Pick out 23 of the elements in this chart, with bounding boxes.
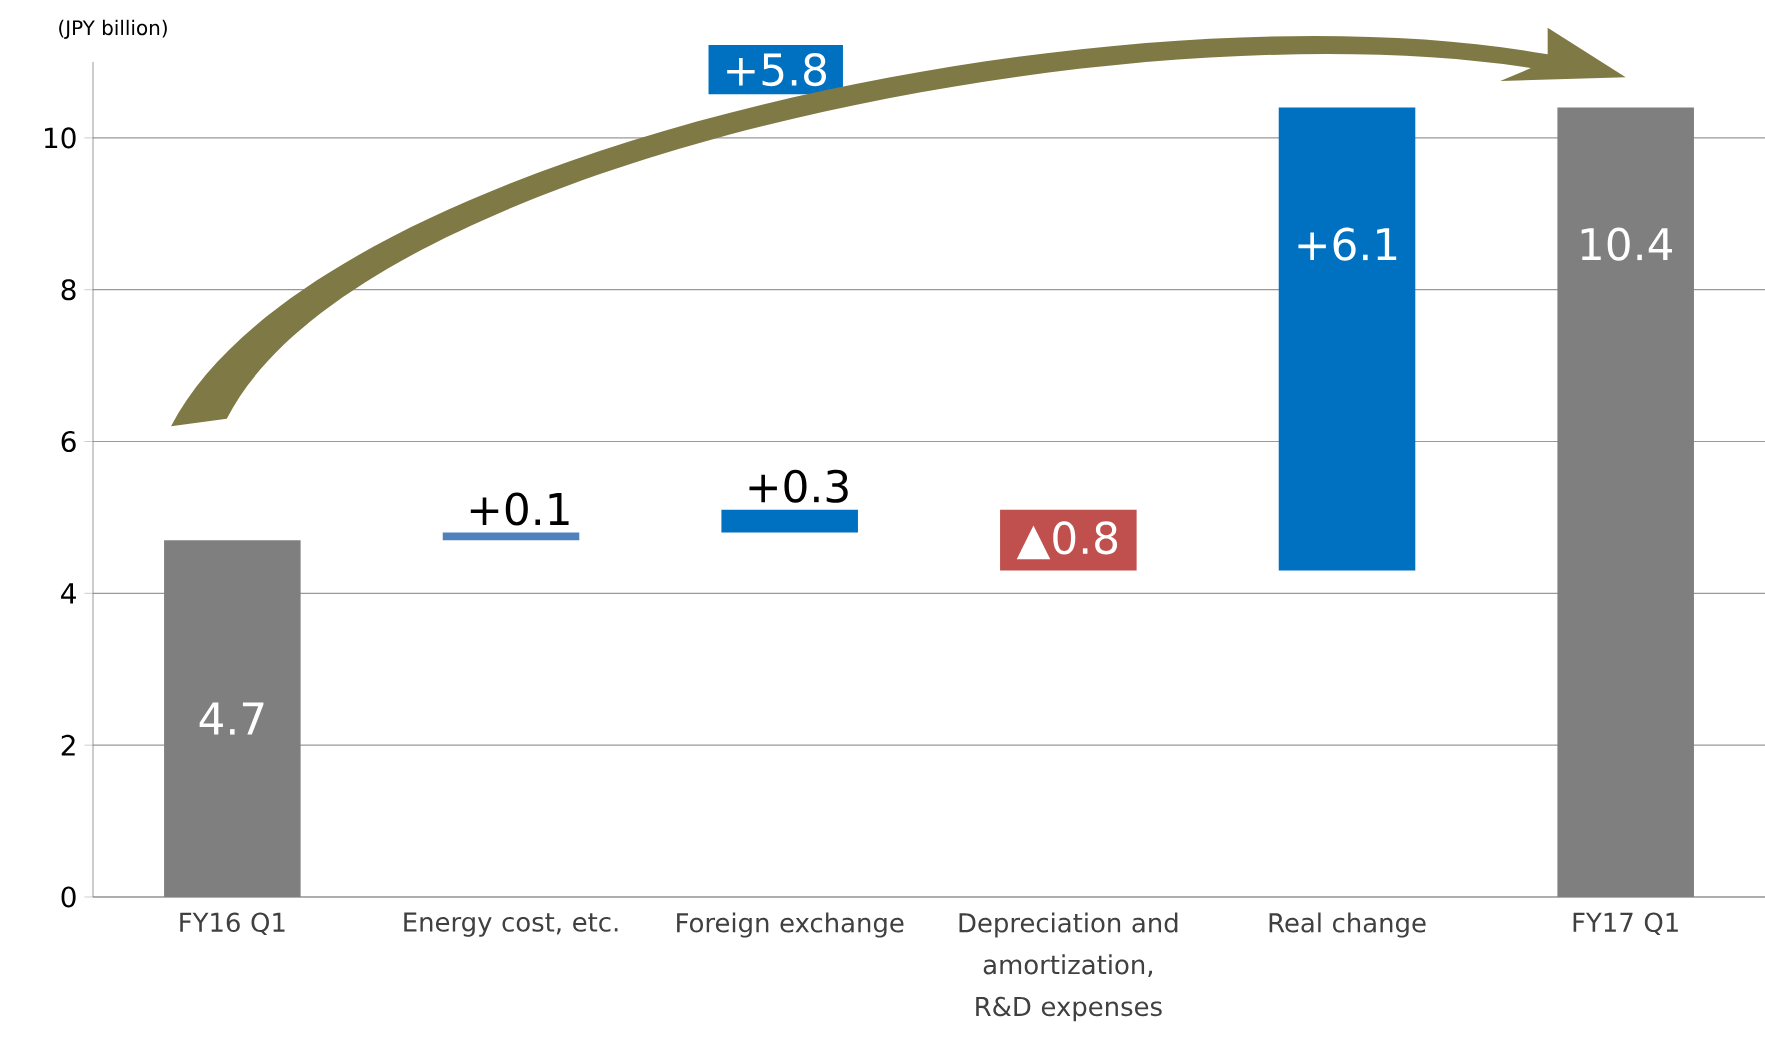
x-tick-label: FY17 Q1 (1573, 912, 1678, 936)
bar (1278, 107, 1416, 571)
x-tick-label: FY16 Q1 (180, 912, 285, 936)
data-label: 10.4 (1581, 227, 1673, 261)
x-tick-label: Foreign exchange (677, 912, 904, 938)
x-tick-label: Depreciation and amortization, R&D expenses (959, 912, 1178, 1022)
data-label: +0.1 (470, 492, 569, 526)
y-tick-label: 0 (61, 886, 76, 908)
x-tick-label: Energy cost, etc. (404, 912, 618, 937)
data-label: +0.3 (749, 469, 848, 503)
data-label: 4.7 (199, 702, 264, 735)
y-tick-label: 2 (61, 734, 75, 756)
data-label: ▲0.8 (1016, 521, 1118, 560)
y-tick-label: 4 (61, 583, 76, 604)
y-tick-label: 10 (45, 127, 76, 149)
bar (442, 532, 580, 541)
x-tick-label: Real change (1269, 912, 1426, 938)
annotation: +5.8 (727, 52, 826, 87)
y-axis-title: (JPY billion) (59, 19, 167, 39)
y-tick-label: 8 (61, 279, 76, 301)
bar (721, 509, 858, 533)
data-label: +6.1 (1298, 227, 1397, 261)
y-tick-label: 6 (61, 430, 76, 453)
